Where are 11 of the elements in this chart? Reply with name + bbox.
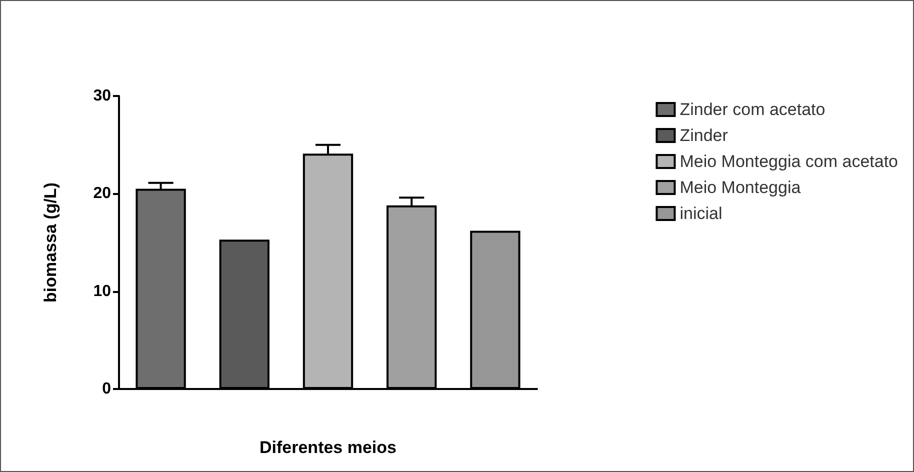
y-tick-label: 20	[93, 185, 112, 202]
y-tick-label: 30	[93, 88, 112, 104]
legend-label: Meio Monteggia	[680, 178, 802, 197]
legend-label: Meio Monteggia com acetato	[680, 152, 898, 171]
y-tick-label: 0	[102, 380, 112, 398]
y-tick-label: 10	[93, 282, 112, 300]
legend-label: inicial	[680, 204, 722, 223]
legend-label: Zinder	[680, 126, 728, 145]
x-axis-title: Diferentes meios	[260, 438, 396, 457]
y-axis-title: biomassa (g/L)	[41, 182, 60, 302]
legend-label: Zinder com acetato	[680, 100, 826, 119]
